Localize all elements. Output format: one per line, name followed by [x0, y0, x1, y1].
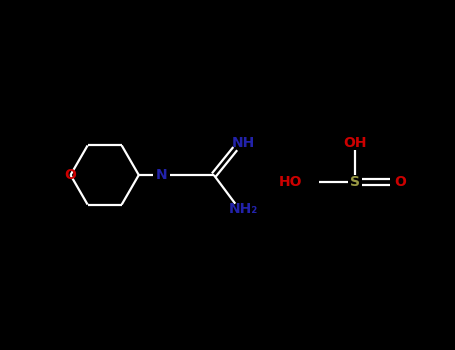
Text: N: N	[156, 168, 167, 182]
Text: O: O	[65, 168, 76, 182]
Text: NH₂: NH₂	[229, 202, 258, 216]
Text: S: S	[350, 175, 360, 189]
Text: OH: OH	[343, 136, 367, 150]
Text: HO: HO	[279, 175, 303, 189]
Text: NH: NH	[232, 136, 255, 150]
Text: O: O	[394, 175, 406, 189]
